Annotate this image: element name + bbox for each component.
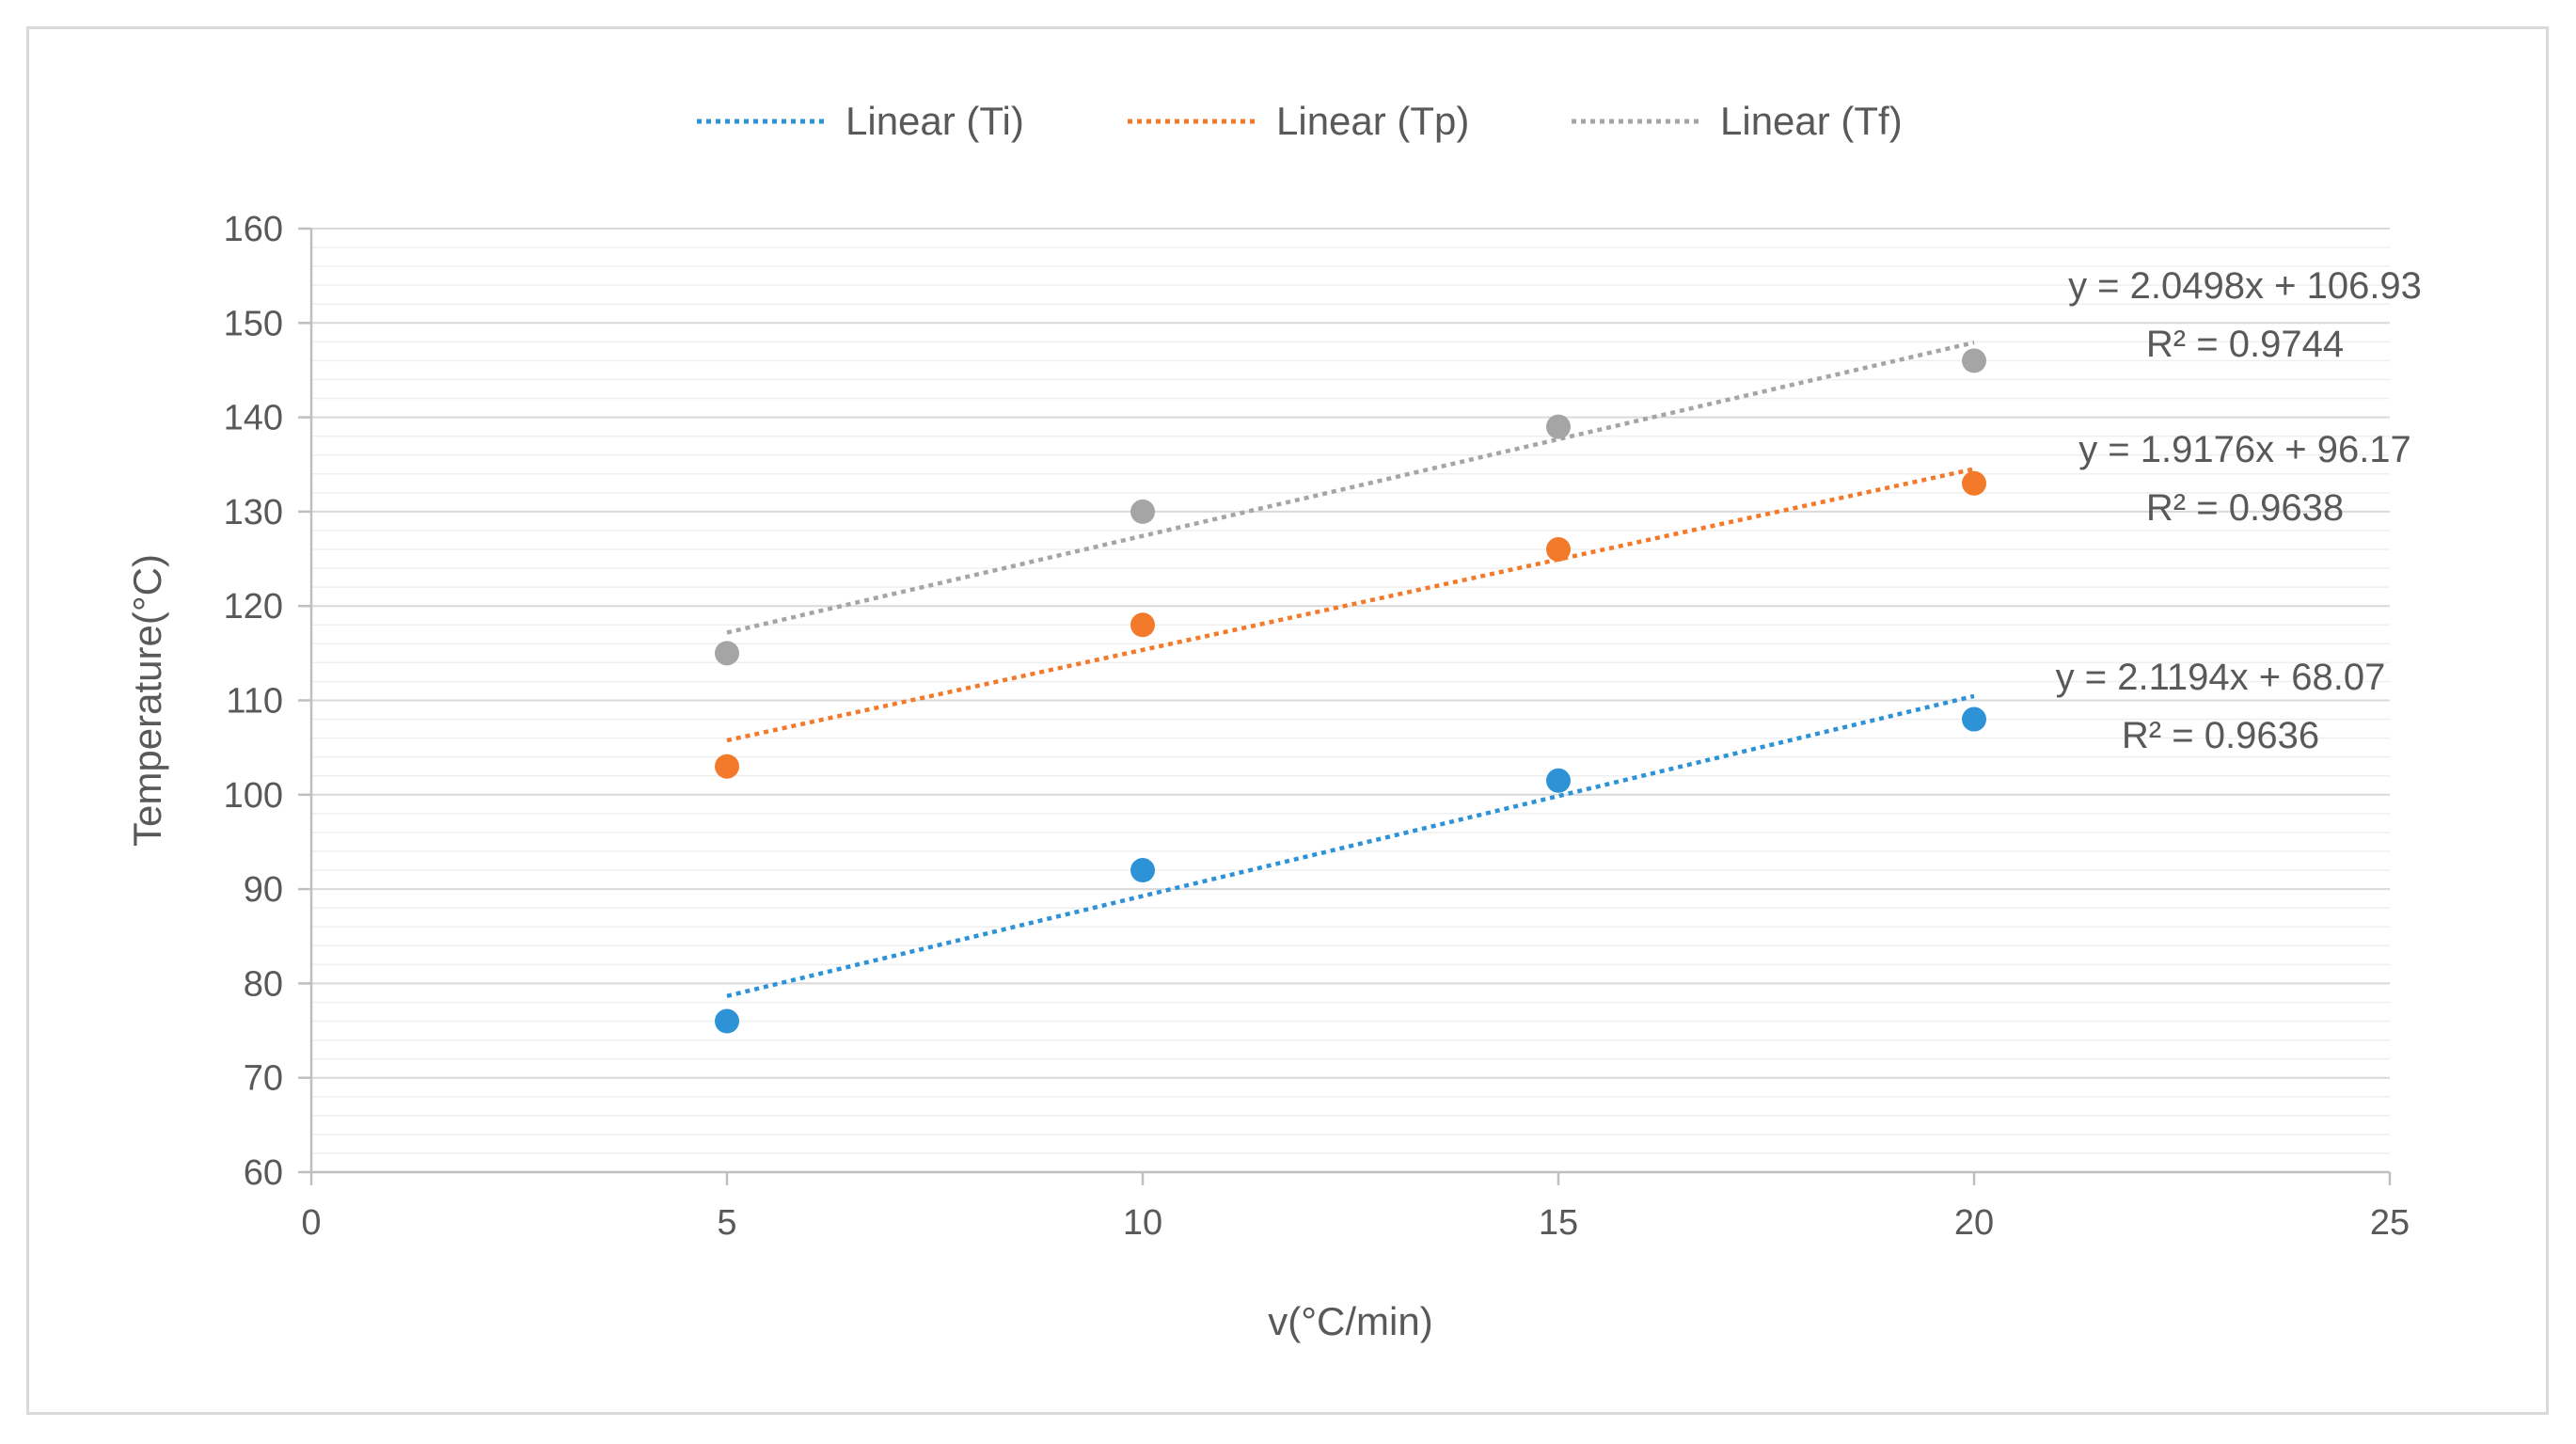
legend-label-tp: Linear (Tp): [1276, 99, 1469, 143]
equation-ti: y = 2.1194x + 68.07: [2056, 657, 2386, 698]
y-tick-label: 130: [224, 493, 283, 532]
trendline-equations: y = 2.1194x + 68.07 R² = 0.9636 y = 1.9176…: [2056, 265, 2422, 756]
legend-label-ti: Linear (Ti): [845, 99, 1024, 143]
point-tf: [1962, 348, 1986, 373]
x-tick-label: 20: [1954, 1203, 1994, 1243]
y-tick-label: 70: [244, 1059, 283, 1099]
trendline-tp: [726, 467, 1975, 743]
x-tick-label: 0: [301, 1203, 321, 1243]
point-tp: [1546, 537, 1571, 563]
trendline-ti: [726, 693, 1975, 998]
y-tick-label: 90: [244, 870, 283, 910]
y-tick-label: 80: [244, 964, 283, 1004]
point-ti: [1962, 706, 1986, 732]
trendline-tf: [726, 340, 1975, 635]
point-tf: [715, 641, 739, 666]
point-ti: [715, 1008, 739, 1034]
gridlines: [311, 228, 2390, 1173]
point-tf: [1130, 499, 1155, 524]
x-axis-title: v(°C/min): [1268, 1299, 1432, 1343]
point-tf: [1546, 414, 1571, 439]
tick-labels: 60 70 80 90 100 110 120 130 140 150 160 0 5 10 15 20 25: [224, 210, 2410, 1243]
y-tick-label: 120: [224, 587, 283, 627]
point-tp: [715, 754, 739, 779]
y-axis-title: Temperature(°C): [125, 554, 169, 847]
y-tick-label: 160: [224, 210, 283, 249]
r-squared-ti: R² = 0.9636: [2122, 715, 2319, 756]
data-points: [715, 348, 1986, 1034]
point-tp: [1962, 470, 1986, 496]
trendlines: [726, 340, 1975, 998]
y-tick-label: 110: [226, 682, 283, 722]
point-ti: [1546, 768, 1571, 793]
r-squared-tp: R² = 0.9638: [2146, 487, 2344, 529]
x-tick-label: 5: [717, 1203, 736, 1243]
x-tick-label: 15: [1539, 1203, 1578, 1243]
x-tick-label: 25: [2370, 1203, 2410, 1243]
equation-tf: y = 2.0498x + 106.93: [2068, 265, 2422, 307]
y-tick-label: 150: [224, 304, 283, 343]
r-squared-tf: R² = 0.9744: [2146, 324, 2344, 365]
point-tp: [1130, 612, 1155, 638]
legend-label-tf: Linear (Tf): [1720, 99, 1903, 143]
x-tick-label: 10: [1123, 1203, 1162, 1243]
y-tick-label: 100: [224, 776, 283, 816]
chart-area: 60 70 80 90 100 110 120 130 140 150 160 0 5 10 15 20 25 …: [26, 26, 2549, 1415]
point-ti: [1130, 858, 1155, 883]
legend: Linear (Ti) Linear (Tp) Linear (Tf): [697, 99, 1903, 143]
y-tick-label: 140: [224, 399, 283, 438]
axes: [298, 227, 2392, 1185]
equation-tp: y = 1.9176x + 96.17: [2078, 429, 2411, 470]
y-tick-label: 60: [244, 1153, 283, 1193]
